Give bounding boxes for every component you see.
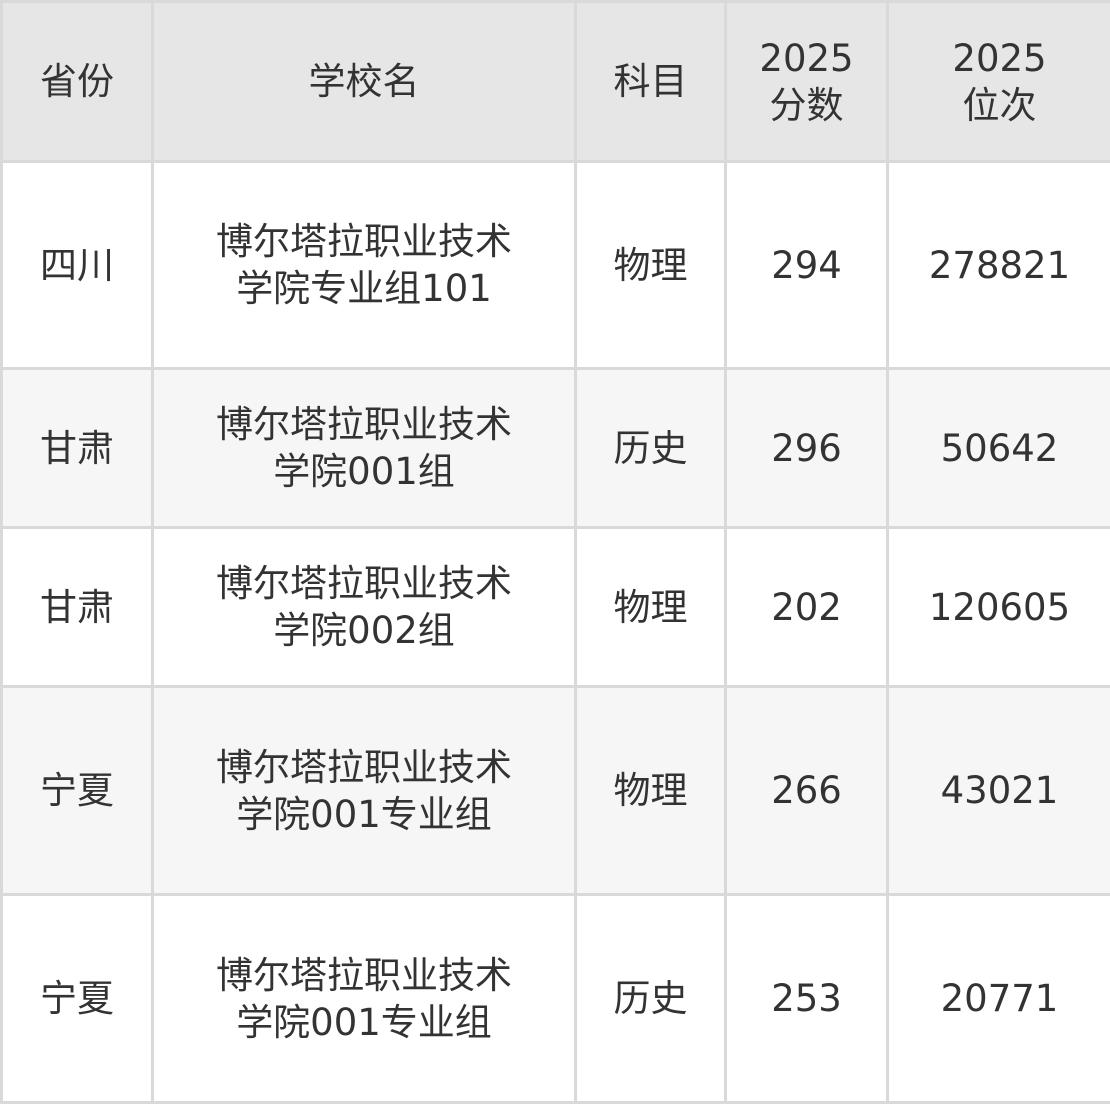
school-cell: 博尔塔拉职业技术学院001专业组 [153, 895, 576, 1103]
school-cell: 博尔塔拉职业技术学院001专业组 [153, 687, 576, 895]
subject-cell: 历史 [576, 895, 726, 1103]
score-cell: 294 [726, 162, 888, 369]
header-rank-label: 位次 [963, 84, 1037, 127]
header-school: 学校名 [153, 2, 576, 162]
header-rank-year: 2025 [952, 37, 1046, 80]
table-row: 宁夏 博尔塔拉职业技术学院001专业组 物理 266 43021 [2, 687, 1110, 895]
header-score-label: 分数 [770, 84, 844, 127]
rank-cell: 278821 [888, 162, 1110, 369]
score-cell: 202 [726, 528, 888, 687]
rank-cell: 120605 [888, 528, 1110, 687]
province-cell: 宁夏 [2, 687, 153, 895]
table-row: 甘肃 博尔塔拉职业技术学院001组 历史 296 50642 [2, 369, 1110, 528]
table-row: 甘肃 博尔塔拉职业技术学院002组 物理 202 120605 [2, 528, 1110, 687]
score-cell: 253 [726, 895, 888, 1103]
school-cell: 博尔塔拉职业技术学院002组 [153, 528, 576, 687]
province-cell: 甘肃 [2, 528, 153, 687]
subject-cell: 历史 [576, 369, 726, 528]
school-cell: 博尔塔拉职业技术学院001组 [153, 369, 576, 528]
subject-cell: 物理 [576, 687, 726, 895]
header-score-year: 2025 [759, 37, 853, 80]
table-row: 宁夏 博尔塔拉职业技术学院001专业组 历史 253 20771 [2, 895, 1110, 1103]
rank-cell: 43021 [888, 687, 1110, 895]
rank-cell: 20771 [888, 895, 1110, 1103]
table-row: 四川 博尔塔拉职业技术学院专业组101 物理 294 278821 [2, 162, 1110, 369]
header-subject: 科目 [576, 2, 726, 162]
province-cell: 宁夏 [2, 895, 153, 1103]
score-cell: 266 [726, 687, 888, 895]
subject-cell: 物理 [576, 528, 726, 687]
province-cell: 甘肃 [2, 369, 153, 528]
subject-cell: 物理 [576, 162, 726, 369]
rank-cell: 50642 [888, 369, 1110, 528]
score-cell: 296 [726, 369, 888, 528]
header-province: 省份 [2, 2, 153, 162]
school-cell: 博尔塔拉职业技术学院专业组101 [153, 162, 576, 369]
province-cell: 四川 [2, 162, 153, 369]
